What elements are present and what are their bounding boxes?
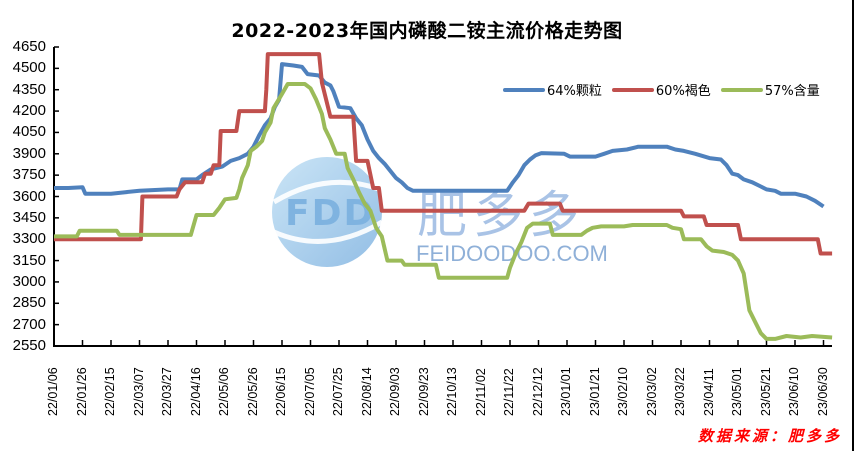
x-tick-label: 22/11/02 <box>473 368 488 416</box>
x-tick-label: 23/04/11 <box>701 368 716 416</box>
y-tick-label: 3000 <box>12 272 46 290</box>
x-tick-label: 22/04/16 <box>188 367 203 416</box>
y-tick-label: 2550 <box>12 337 46 354</box>
x-tick-label: 22/01/26 <box>74 367 89 416</box>
legend-label: 60%褐色 <box>655 84 711 99</box>
x-tick-label: 22/08/14 <box>359 367 374 416</box>
x-tick-label: 22/09/03 <box>388 367 402 416</box>
x-tick-label: 22/11/22 <box>502 368 516 416</box>
legend-swatch-blue <box>503 87 545 92</box>
y-tick-label: 4500 <box>12 59 46 77</box>
data-source-note: 数据来源：肥多多 <box>697 427 842 445</box>
x-tick-label: 22/01/06 <box>46 367 60 416</box>
legend-label: 57%含量 <box>764 84 820 99</box>
watermark-badge: FDD <box>285 193 376 234</box>
y-tick-label: 3600 <box>12 187 46 205</box>
y-tick-label: 2700 <box>12 315 46 333</box>
legend: 64%颗粒 60%褐色 57%含量 <box>503 80 820 99</box>
x-tick-label: 23/03/22 <box>673 367 687 416</box>
y-tick-label: 4050 <box>12 123 46 141</box>
x-tick-label: 22/06/15 <box>274 367 288 416</box>
x-tick-label: 22/02/15 <box>103 367 117 416</box>
y-tick-label: 3450 <box>12 208 46 226</box>
x-tick-label: 23/05/21 <box>758 367 773 416</box>
y-tick-label: 4200 <box>12 102 46 120</box>
legend-swatch-green <box>720 87 763 92</box>
series-line-1 <box>54 52 833 256</box>
x-tick-label: 23/01/01 <box>559 367 573 416</box>
x-tick-label: 22/09/23 <box>416 367 431 416</box>
y-tick-label: 2850 <box>12 294 46 312</box>
x-tick-label: 22/07/05 <box>302 367 317 416</box>
x-tick-label: 23/06/30 <box>815 367 830 416</box>
x-tick-label: 22/05/06 <box>217 367 231 416</box>
legend-label: 64%颗粒 <box>547 84 602 99</box>
x-tick-label: 23/05/01 <box>730 367 744 416</box>
x-tick-label: 23/02/10 <box>616 367 630 416</box>
legend-swatch-red <box>611 87 654 92</box>
legend-item-57-content: 57%含量 <box>720 80 820 99</box>
x-tick-label: 22/03/27 <box>160 367 174 416</box>
legend-item-60-brown: 60%褐色 <box>611 80 711 99</box>
x-tick-label: 23/01/21 <box>587 367 602 416</box>
x-tick-label: 22/03/07 <box>131 367 146 416</box>
y-tick-label: 3750 <box>12 166 46 184</box>
legend-item-64-granule: 64%颗粒 <box>503 80 602 99</box>
x-tick-label: 23/03/02 <box>644 367 659 416</box>
x-tick-label: 22/05/26 <box>245 367 260 416</box>
x-tick-label: 22/10/13 <box>445 367 459 416</box>
x-tick-label: 23/06/10 <box>787 367 801 416</box>
y-tick-label: 4650 <box>12 38 46 55</box>
y-tick-label: 4350 <box>12 80 46 98</box>
x-tick-label: 22/07/25 <box>331 367 345 416</box>
series-line-2 <box>54 82 833 341</box>
series-line-0 <box>54 62 825 209</box>
x-tick-label: 22/12/12 <box>530 367 545 416</box>
y-tick-label: 3900 <box>12 144 46 162</box>
y-tick-label: 3150 <box>12 251 46 269</box>
y-tick-label: 3300 <box>12 230 46 248</box>
chart-title: 2022-2023年国内磷酸二铵主流价格走势图 <box>231 20 623 42</box>
